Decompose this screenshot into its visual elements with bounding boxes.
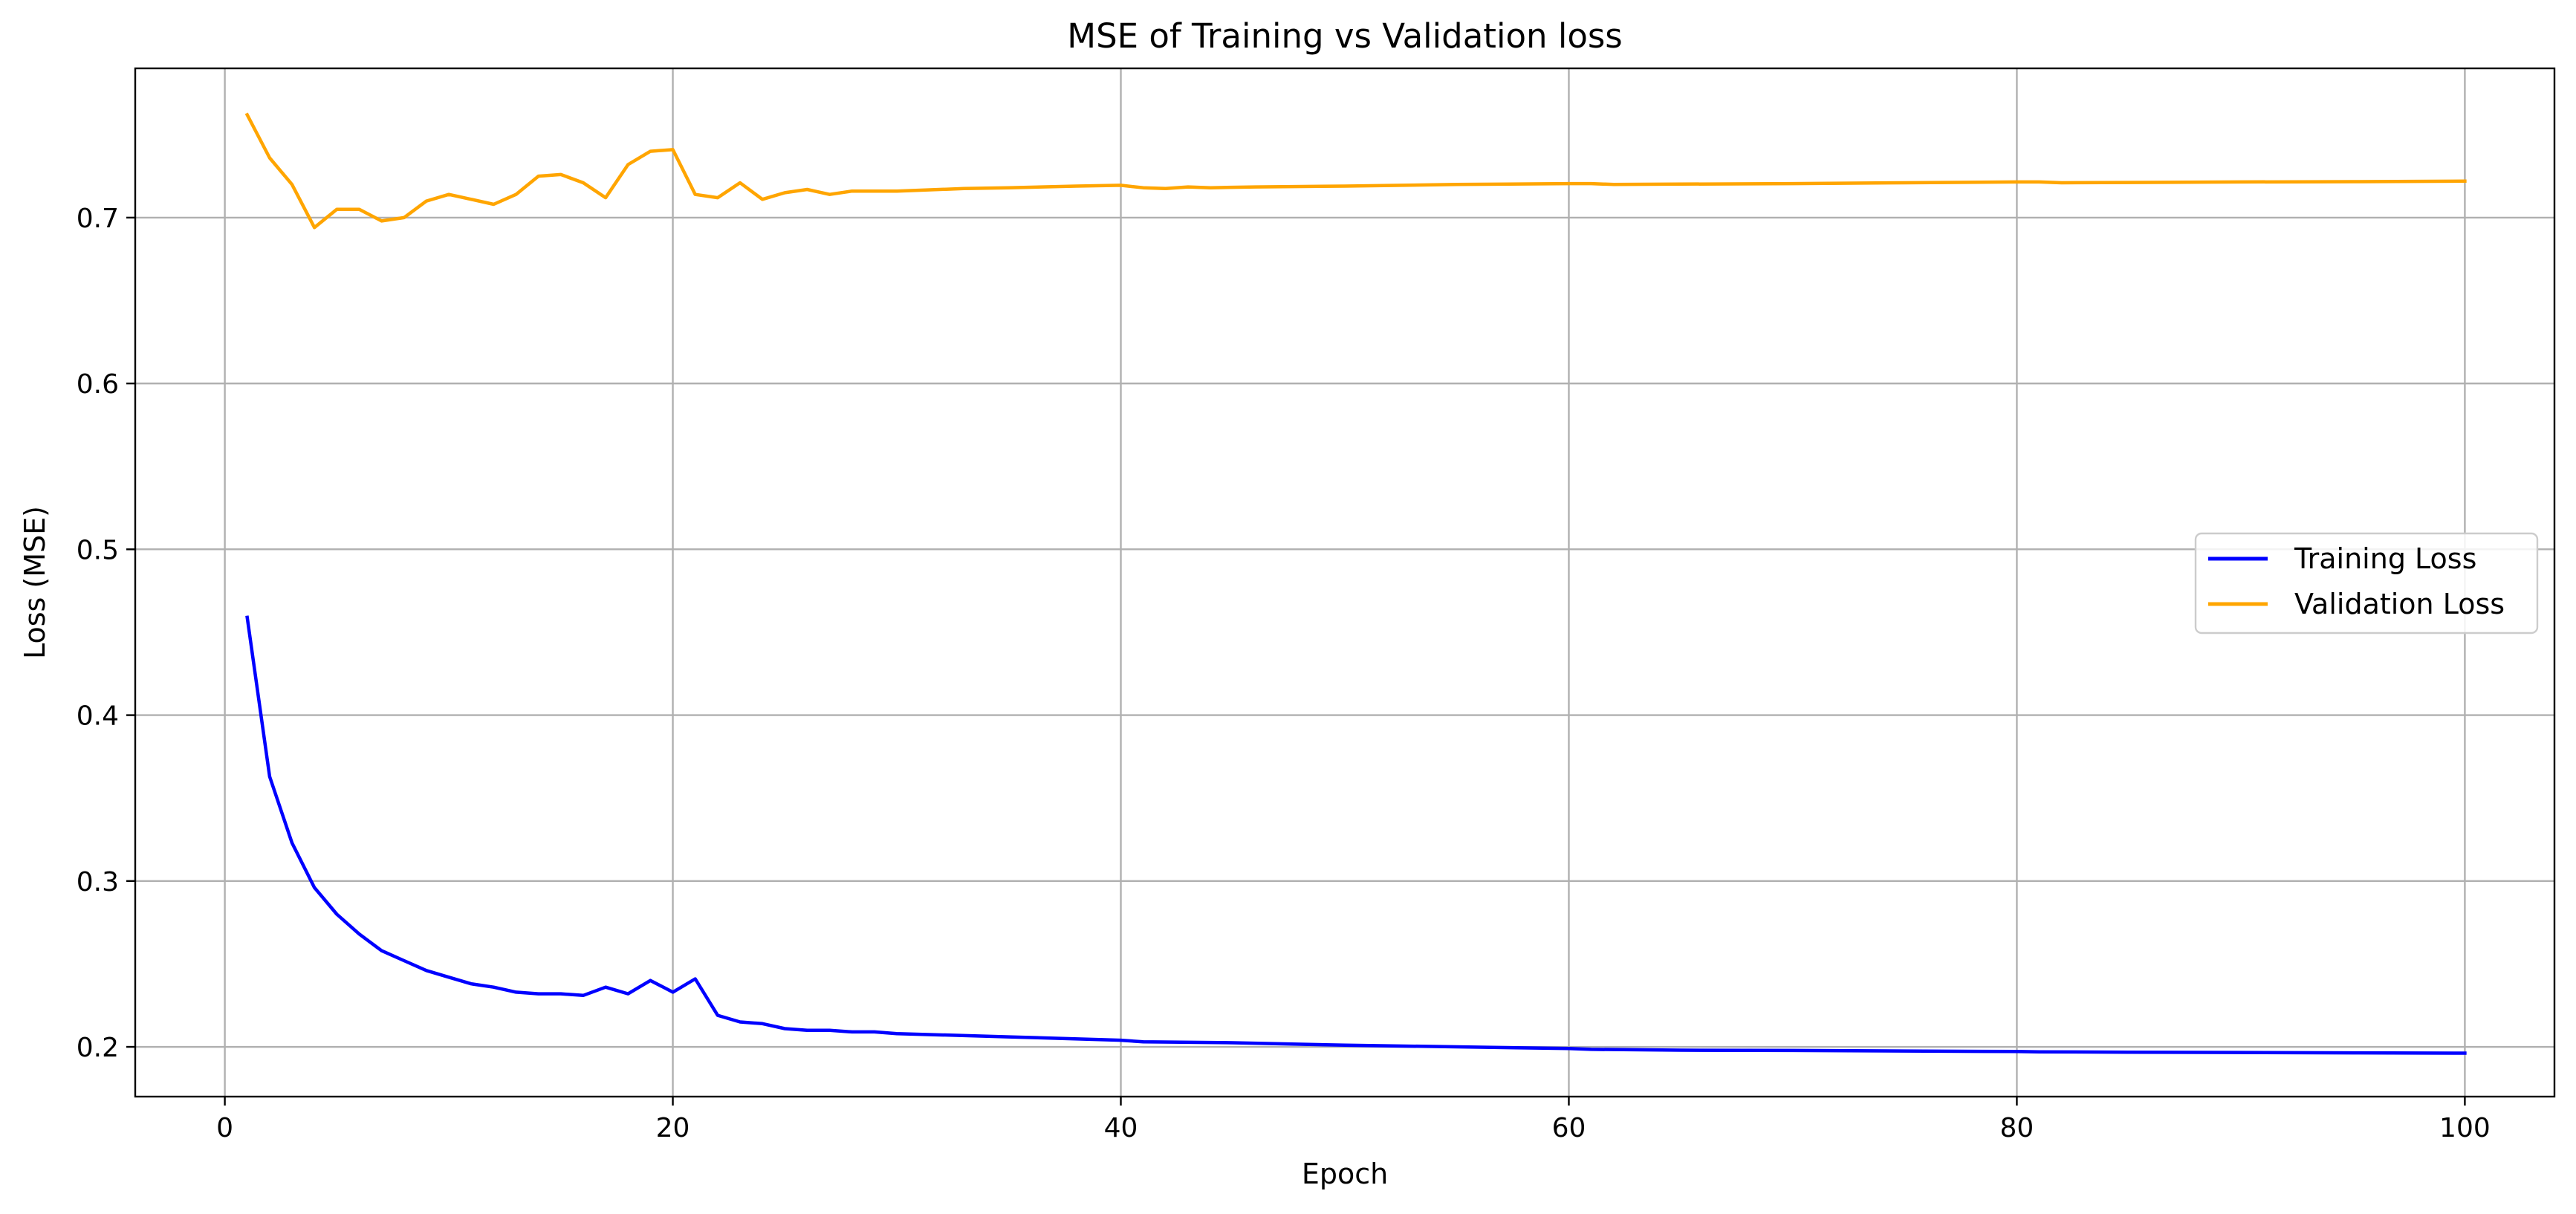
y-tick-label: 0.7: [77, 204, 119, 234]
legend-label-training: Training Loss: [2294, 542, 2476, 575]
series-layer: [244, 112, 2467, 1055]
validation-loss-line: [244, 112, 2467, 230]
grid-lines: [135, 68, 2554, 1097]
legend-label-validation: Validation Loss: [2294, 588, 2505, 620]
axis-ticks: 0 20 40 60 80 100 0.2 0.3 0.4 0.5 0.6 0.7: [77, 204, 2491, 1143]
x-tick-label: 100: [2439, 1113, 2491, 1143]
y-tick-label: 0.2: [77, 1033, 119, 1063]
x-tick-label: 20: [656, 1113, 690, 1143]
x-tick-label: 60: [1552, 1113, 1586, 1143]
y-tick-label: 0.3: [77, 867, 119, 897]
x-tick-label: 80: [2000, 1113, 2034, 1143]
x-tick-label: 40: [1104, 1113, 1138, 1143]
plot-frame: [134, 67, 2556, 1098]
legend: Training Loss Validation Loss: [2194, 532, 2539, 634]
x-tick-label: 0: [216, 1113, 233, 1143]
x-axis-label: Epoch: [1302, 1158, 1388, 1190]
y-tick-label: 0.6: [77, 369, 119, 400]
y-axis-label: Loss (MSE): [19, 506, 51, 659]
chart-title: MSE of Training vs Validation loss: [1067, 16, 1623, 56]
y-tick-label: 0.5: [77, 535, 119, 565]
y-tick-label: 0.4: [77, 701, 119, 732]
legend-box: [2194, 532, 2539, 634]
training-loss-line: [245, 615, 2467, 1055]
